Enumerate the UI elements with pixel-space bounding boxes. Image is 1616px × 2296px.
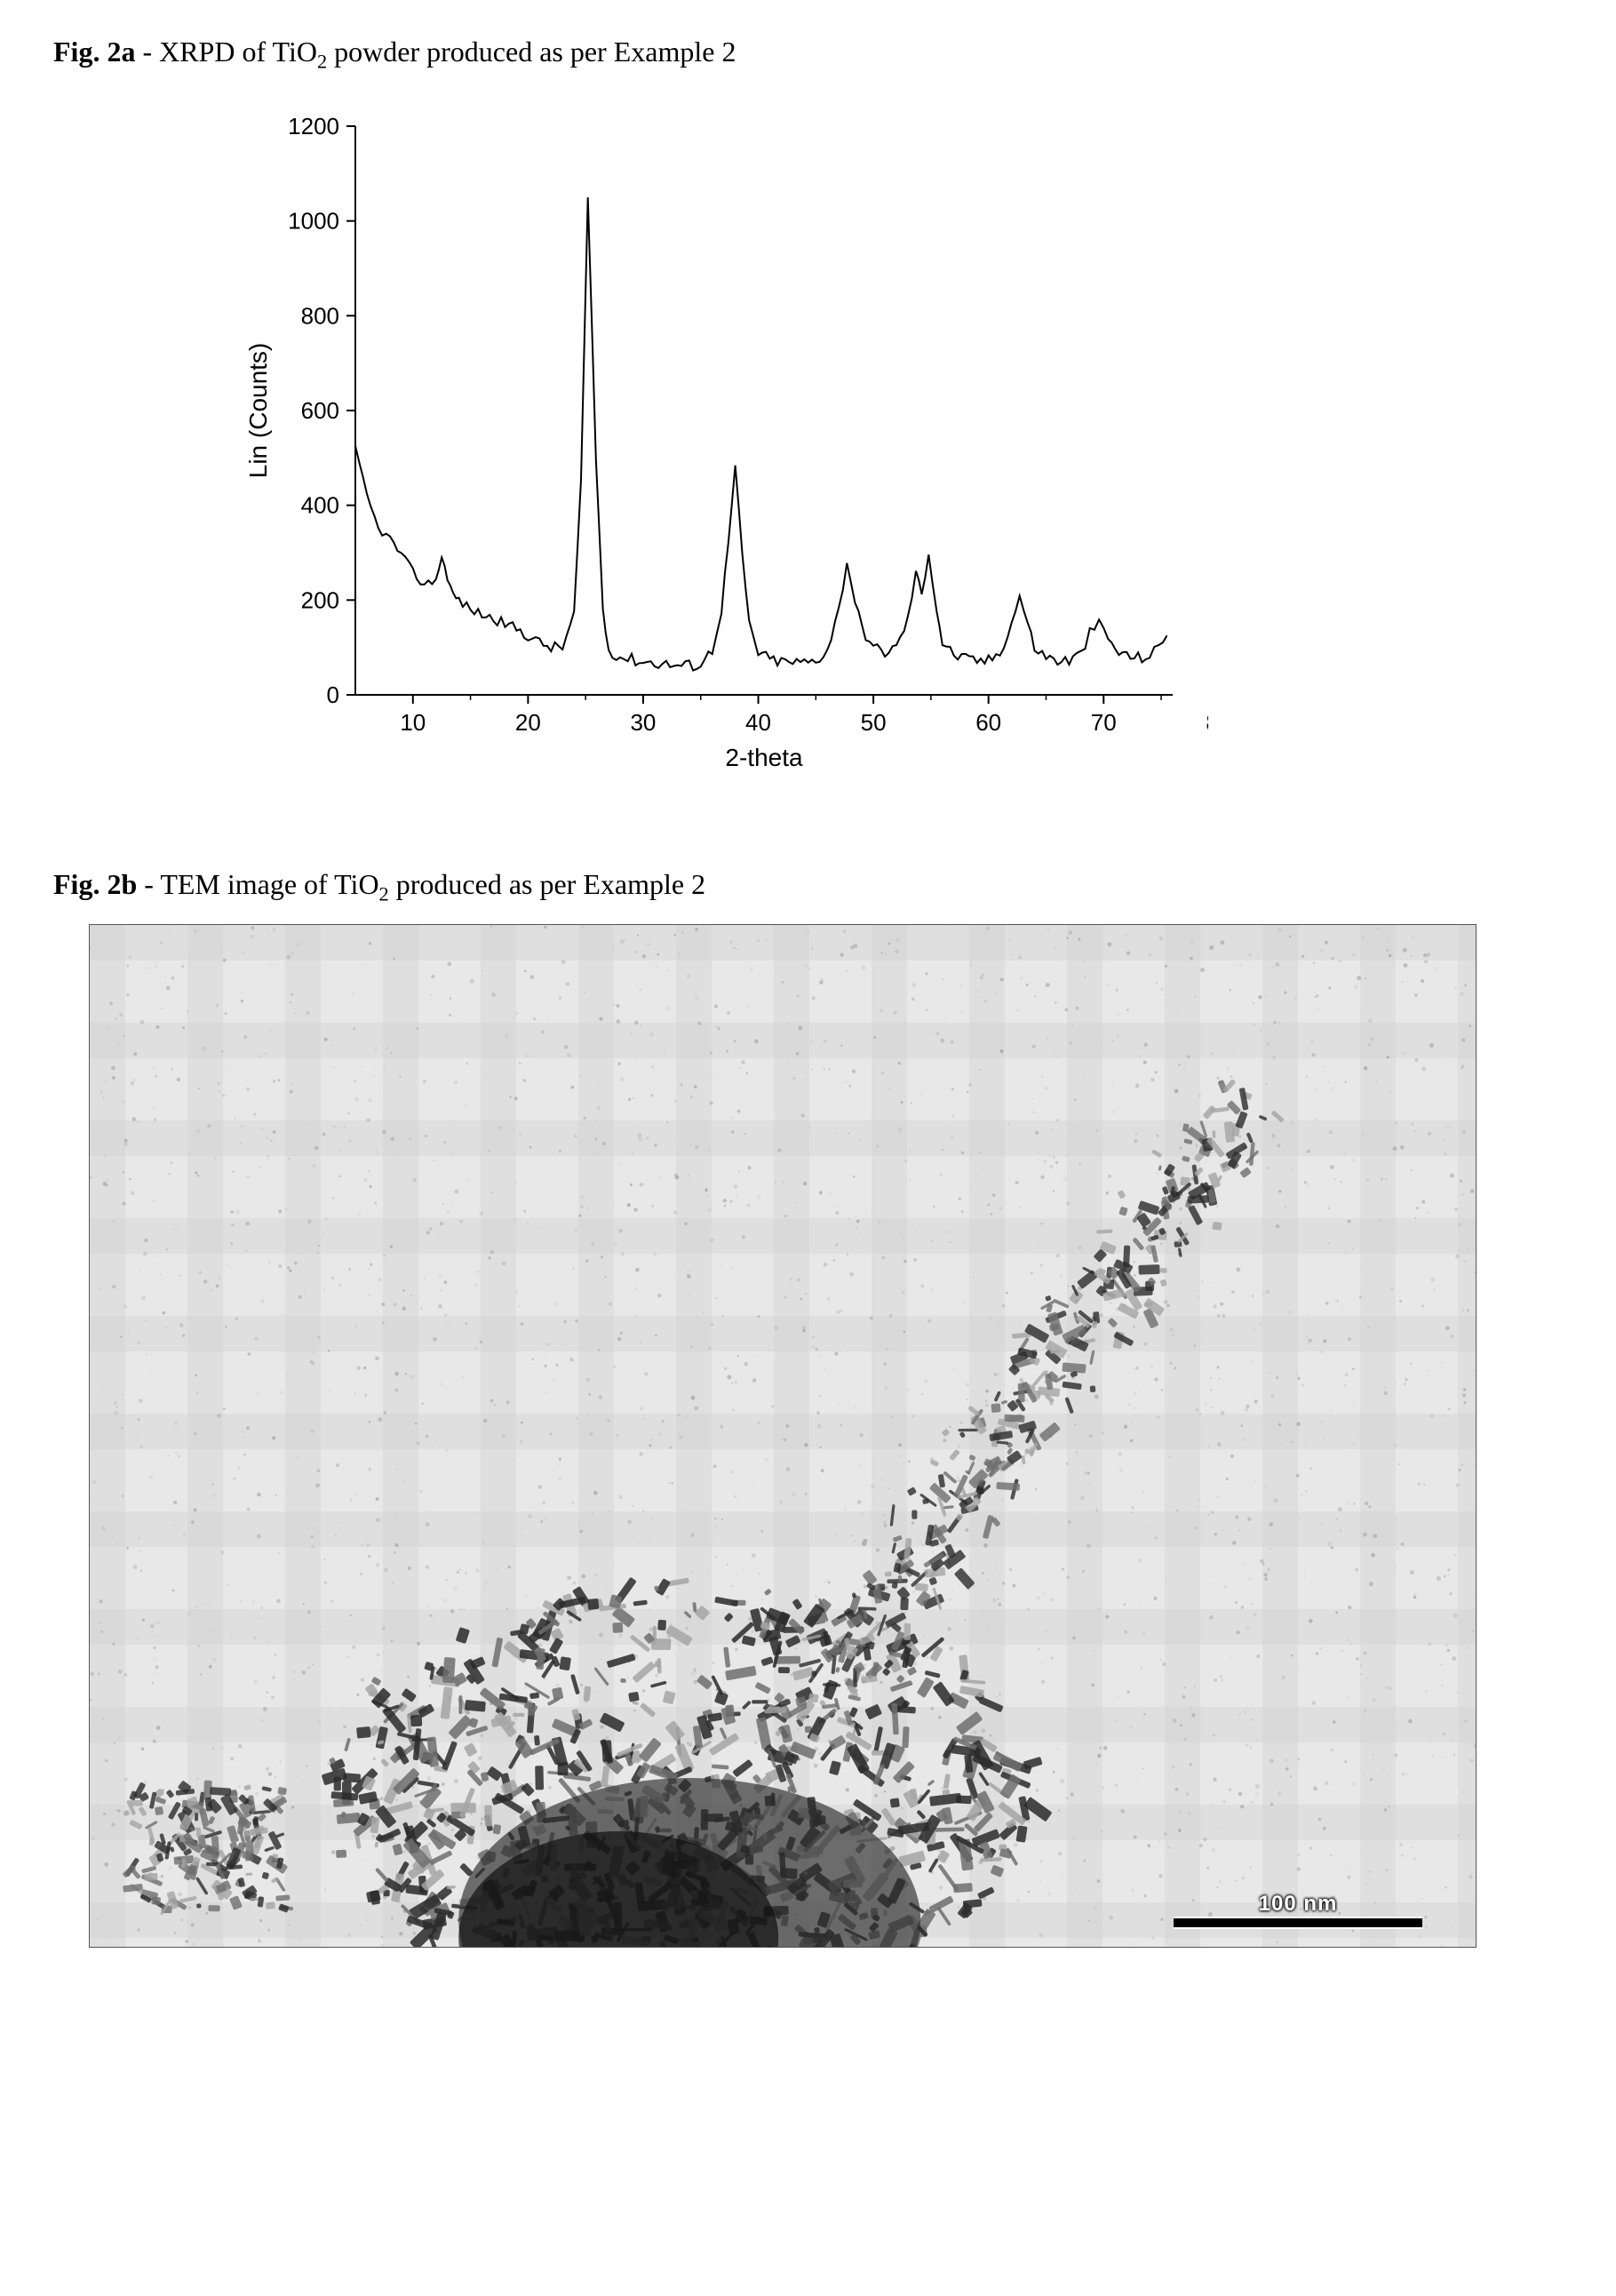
fig2b-caption-text-1: - TEM image of TiO [137, 868, 378, 900]
svg-text:40: 40 [745, 709, 771, 736]
scalebar: 100 nm [1174, 1892, 1422, 1929]
tem-svg [90, 925, 1476, 1947]
svg-text:60: 60 [975, 709, 1001, 736]
svg-text:600: 600 [301, 397, 339, 424]
svg-text:30: 30 [630, 709, 656, 736]
fig2b-caption: Fig. 2b - TEM image of TiO2 produced as … [53, 868, 1563, 905]
fig2b-caption-text-2: produced as per Example 2 [389, 868, 705, 900]
svg-text:400: 400 [301, 492, 339, 519]
svg-text:Lin (Counts): Lin (Counts) [244, 343, 272, 479]
fig2a-caption-text-1: - XRPD of TiO [135, 36, 317, 68]
scalebar-line [1174, 1917, 1422, 1929]
svg-text:20: 20 [515, 709, 541, 736]
fig2a-caption: Fig. 2a - XRPD of TiO2 powder produced a… [53, 36, 1563, 73]
svg-text:70: 70 [1091, 709, 1117, 736]
fig2a-caption-text-2: powder produced as per Example 2 [327, 36, 736, 68]
fig2a-caption-sub: 2 [317, 50, 327, 72]
fig2a-chart: 0 200 400 600 800 1000 1200 10 20 30 40 50 60 70 80 2-t… [231, 100, 1563, 797]
svg-text:1000: 1000 [288, 208, 339, 235]
fig2b-caption-sub: 2 [379, 883, 389, 905]
svg-text:2-theta: 2-theta [725, 744, 803, 771]
scalebar-label: 100 nm [1259, 1892, 1338, 1917]
xrpd-chart-svg: 0 200 400 600 800 1000 1200 10 20 30 40 50 60 70 80 2-t… [231, 100, 1208, 793]
svg-text:10: 10 [400, 709, 426, 736]
fig2b-label: Fig. 2b [53, 868, 137, 900]
svg-text:800: 800 [301, 303, 339, 330]
svg-text:200: 200 [301, 587, 339, 614]
tem-image: 100 nm [89, 924, 1477, 1948]
fig2b-image-wrap: 100 nm [53, 924, 1563, 1948]
svg-text:1200: 1200 [288, 113, 339, 140]
svg-text:50: 50 [861, 709, 887, 736]
svg-text:0: 0 [327, 682, 339, 708]
svg-text:80: 80 [1206, 709, 1208, 736]
fig2a-label: Fig. 2a [53, 36, 135, 68]
